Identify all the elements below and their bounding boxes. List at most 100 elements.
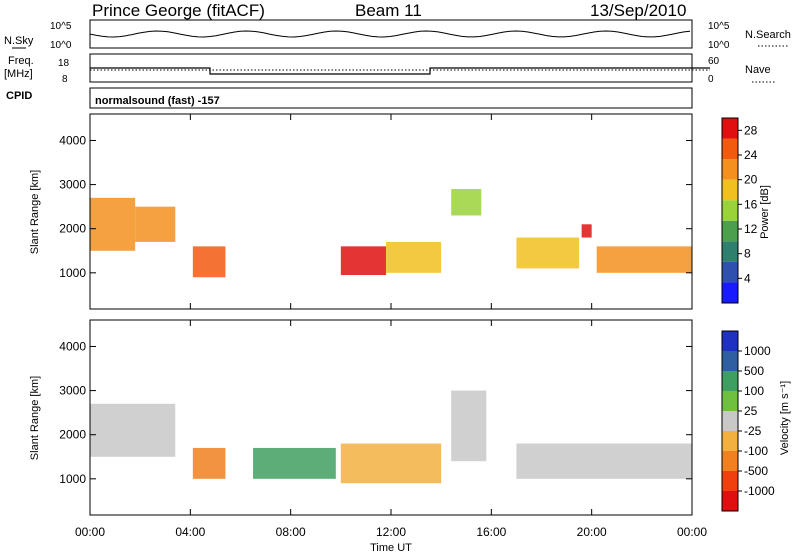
freq-unit-label: [MHz]: [4, 68, 33, 80]
velocity-panel-frame: [89, 319, 693, 516]
freq-label: Freq.: [8, 55, 34, 67]
heatmap-region: [253, 447, 336, 479]
power-y-axis-label: Slant Range [km]: [29, 170, 41, 254]
colorbar-swatch: [722, 118, 738, 139]
colorbar-swatch: [722, 471, 738, 491]
velocity-heatmap-cells: [90, 390, 692, 484]
y-tick-label: 1000: [59, 472, 86, 486]
sky-right-tick-bottom: 10^0: [708, 40, 730, 51]
power-heatmap-cells: [90, 189, 692, 278]
colorbar-swatch: [722, 411, 738, 431]
heatmap-region: [192, 447, 226, 479]
freq-trace: [90, 67, 710, 75]
colorbar-swatch: [722, 451, 738, 471]
heatmap-region: [451, 390, 487, 462]
velocity-y-axis-label: Slant Range [km]: [29, 376, 41, 460]
heatmap-region: [340, 443, 442, 484]
heatmap-region: [385, 241, 442, 273]
heatmap-region: [192, 246, 226, 278]
colorbar-tick-label: 1000: [744, 344, 771, 358]
colorbar-swatch: [722, 138, 738, 160]
cpid-value: normalsound (fast) -157: [95, 95, 220, 107]
power-colorbar-label: Power [dB]: [759, 185, 771, 239]
heatmap-region: [340, 246, 386, 276]
y-tick-label: 1000: [59, 266, 86, 280]
heatmap-region: [90, 403, 176, 457]
y-tick-label: 2000: [59, 428, 86, 442]
x-tick-label: 16:00: [476, 525, 506, 539]
colorbar-tick-label: 8: [744, 247, 751, 261]
colorbar-tick-label: -1000: [744, 484, 775, 498]
colorbar-swatch: [722, 491, 738, 511]
y-tick-label: 3000: [59, 384, 86, 398]
sky-left-tick-bottom: 10^0: [50, 40, 72, 51]
colorbar-swatch: [722, 179, 738, 201]
colorbar-tick-label: 20: [744, 173, 758, 187]
colorbar-swatch: [722, 391, 738, 411]
colorbar-swatch: [722, 261, 738, 283]
velocity-axes: 1000 2000 3000 4000: [59, 320, 693, 515]
nsky-trace: [89, 30, 691, 38]
colorbar-swatch: [722, 431, 738, 451]
x-axis-label: Time UT: [370, 542, 412, 554]
power-colorbar: 4 8 12 16 20 24 28: [721, 117, 758, 304]
colorbar-swatch: [722, 282, 738, 303]
nave-tick-top: 60: [708, 56, 720, 67]
cpid-label: CPID: [6, 90, 32, 102]
x-tick-label: 04:00: [175, 525, 205, 539]
power-axes: 1000 2000 3000 4000: [59, 114, 693, 309]
velocity-colorbar: 1000 500 100 25 -25 -100 -500 -1000: [721, 330, 775, 512]
colorbar-tick-label: 25: [744, 404, 758, 418]
colorbar-tick-label: 16: [744, 197, 758, 211]
y-tick-label: 4000: [59, 339, 86, 353]
sky-left-tick-top: 10^5: [50, 21, 72, 32]
colorbar-tick-label: -500: [744, 464, 768, 478]
colorbar-tick-label: 24: [744, 148, 758, 162]
colorbar-tick-label: 500: [744, 364, 764, 378]
x-tick-label: 00:00: [677, 525, 707, 539]
freq-tick-bottom: 8: [62, 74, 68, 85]
heatmap-region: [596, 246, 692, 273]
sky-right-tick-top: 10^5: [708, 21, 730, 32]
y-tick-label: 2000: [59, 222, 86, 236]
heatmap-region: [581, 224, 592, 238]
x-tick-label: 12:00: [376, 525, 406, 539]
heatmap-region: [516, 237, 580, 269]
y-tick-label: 4000: [59, 133, 86, 147]
colorbar-tick-label: 4: [744, 271, 751, 285]
date-label: 13/Sep/2010: [590, 1, 686, 20]
cpid-panel-frame: [89, 87, 693, 109]
colorbar-frame: [721, 117, 739, 304]
colorbar-tick-label: -25: [744, 424, 762, 438]
x-tick-label: 20:00: [577, 525, 607, 539]
power-panel-frame: [89, 113, 693, 310]
heatmap-region: [135, 206, 176, 242]
colorbar-swatch: [722, 159, 738, 180]
station-title: Prince George (fitACF): [92, 1, 265, 20]
x-axis-ticks: 00:00 04:00 08:00 12:00 16:00 20:00 00:00: [75, 525, 707, 539]
nave-tick-bottom: 0: [708, 74, 714, 85]
colorbar-swatch: [722, 331, 738, 351]
x-tick-label: 00:00: [75, 525, 105, 539]
colorbar-frame: [721, 330, 739, 512]
velocity-colorbar-label: Velocity [m s⁻¹]: [779, 381, 791, 455]
colorbar-tick-label: 28: [744, 123, 758, 137]
colorbar-swatch: [722, 371, 738, 391]
y-tick-label: 3000: [59, 178, 86, 192]
colorbar-tick-label: -100: [744, 444, 768, 458]
colorbar-swatch: [722, 220, 738, 242]
colorbar-tick-label: 12: [744, 222, 758, 236]
nave-label: Nave: [745, 64, 771, 76]
colorbar-tick-label: 100: [744, 384, 764, 398]
nsky-label: N.Sky: [4, 35, 34, 47]
colorbar-swatch: [722, 241, 738, 262]
freq-tick-top: 18: [58, 58, 70, 69]
heatmap-region: [516, 443, 692, 479]
heatmap-region: [90, 197, 136, 251]
colorbar-swatch: [722, 200, 738, 221]
x-tick-label: 08:00: [276, 525, 306, 539]
heatmap-region: [451, 189, 482, 216]
nsearch-label: N.Search: [745, 29, 791, 41]
colorbar-swatch: [722, 351, 738, 371]
